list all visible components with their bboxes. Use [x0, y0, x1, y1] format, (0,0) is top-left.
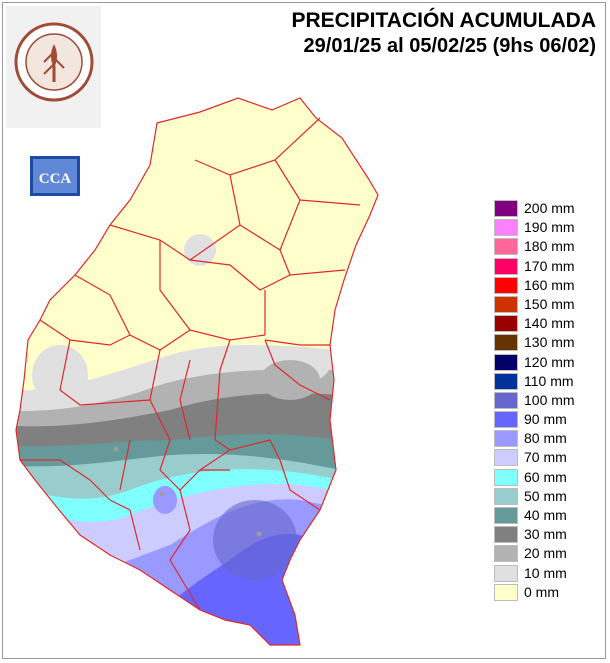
legend-swatch	[494, 295, 518, 313]
legend-swatch	[494, 257, 518, 275]
legend-swatch	[494, 526, 518, 544]
legend-label: 150 mm	[524, 295, 575, 312]
legend-label: 40 mm	[524, 507, 567, 523]
legend-swatch	[494, 564, 518, 582]
legend-label: 140 mm	[524, 315, 575, 332]
legend-label: 100 mm	[524, 391, 575, 408]
legend-label: 180 mm	[524, 238, 575, 255]
legend-label: 170 mm	[524, 257, 575, 274]
cca-logo: CCA	[30, 156, 80, 196]
legend-label: 120 mm	[524, 353, 575, 370]
title-date-range: 29/01/25 al 05/02/25 (9hs 06/02)	[303, 35, 596, 57]
legend-label: 0 mm	[524, 583, 559, 600]
legend-label: 110 mm	[524, 372, 574, 389]
title-line-1: PRECIPITACIÓN ACUMULADA	[291, 9, 597, 32]
legend-swatch	[494, 468, 518, 486]
legend-swatch	[494, 200, 518, 217]
legend-swatch	[494, 353, 518, 371]
station-dots	[113, 446, 262, 537]
logo-panel: CCA	[6, 6, 101, 196]
legend-swatch	[494, 583, 518, 601]
legend-swatch	[494, 545, 518, 563]
legend-swatch	[494, 411, 518, 429]
legend-label: 30 mm	[524, 526, 567, 543]
legend-label: 60 mm	[524, 468, 567, 485]
legend-label: 200 mm	[524, 200, 575, 216]
legend-swatch	[494, 238, 518, 256]
legend-swatch	[494, 372, 518, 390]
legend-label: 90 mm	[524, 411, 567, 428]
legend-label: 160 mm	[524, 276, 575, 293]
legend-label: 20 mm	[524, 545, 567, 562]
legend-label: 190 mm	[524, 219, 575, 236]
legend-swatch	[494, 391, 518, 409]
legend-swatch	[494, 449, 518, 467]
seal-logo	[14, 22, 94, 102]
legend-swatch	[494, 334, 518, 352]
legend-label: 50 mm	[524, 487, 567, 504]
legend-swatch	[494, 487, 518, 505]
legend-swatch	[494, 315, 518, 333]
legend-swatch	[494, 276, 518, 294]
map-title: PRECIPITACIÓN ACUMULADA 29/01/25 al 05/0…	[292, 8, 597, 59]
legend-swatch	[494, 430, 518, 448]
legend-swatch	[494, 507, 518, 524]
cca-logo-text: CCA	[39, 171, 72, 187]
department-boundaries	[15, 97, 379, 646]
legend-label: 10 mm	[524, 564, 567, 581]
legend-label: 70 mm	[524, 449, 567, 466]
legend-label: 130 mm	[524, 334, 575, 351]
legend-swatch	[494, 219, 518, 237]
legend-label: 80 mm	[524, 430, 567, 447]
